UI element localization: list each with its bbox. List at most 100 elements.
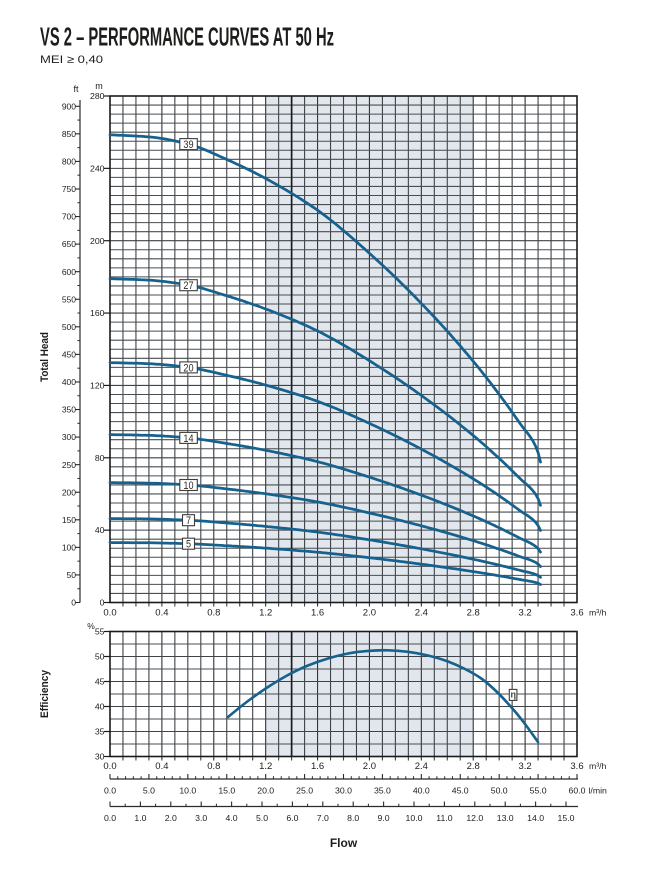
- svg-text:240: 240: [90, 164, 105, 174]
- svg-text:3.6: 3.6: [570, 608, 583, 619]
- svg-text:20.0: 20.0: [257, 785, 274, 795]
- svg-text:13.0: 13.0: [497, 813, 514, 823]
- svg-text:550: 550: [62, 294, 76, 304]
- svg-text:0: 0: [71, 598, 76, 608]
- svg-text:ft: ft: [73, 84, 79, 94]
- svg-text:0.0: 0.0: [103, 608, 116, 619]
- svg-text:3.0: 3.0: [195, 813, 207, 823]
- svg-text:0.8: 0.8: [207, 608, 220, 619]
- svg-text:600: 600: [62, 267, 76, 277]
- svg-text:0.0: 0.0: [104, 785, 116, 795]
- svg-text:40.0: 40.0: [413, 785, 430, 795]
- svg-text:5.0: 5.0: [143, 785, 155, 795]
- svg-text:10.0: 10.0: [179, 785, 196, 795]
- svg-text:300: 300: [62, 432, 76, 442]
- svg-text:2.4: 2.4: [415, 608, 428, 619]
- svg-text:η: η: [510, 690, 516, 700]
- svg-text:100: 100: [62, 543, 76, 553]
- svg-text:3.2: 3.2: [518, 608, 531, 619]
- svg-text:m: m: [95, 81, 103, 91]
- svg-text:45: 45: [95, 677, 105, 687]
- svg-text:8.0: 8.0: [347, 813, 359, 823]
- svg-text:0.4: 0.4: [155, 608, 168, 619]
- svg-text:39: 39: [183, 139, 193, 151]
- svg-text:40: 40: [95, 525, 105, 535]
- svg-text:0.8: 0.8: [207, 761, 220, 772]
- svg-text:280: 280: [90, 91, 105, 101]
- svg-text:35: 35: [95, 727, 105, 737]
- svg-text:6.0: 6.0: [286, 813, 298, 823]
- svg-text:25.0: 25.0: [296, 785, 313, 795]
- svg-text:12.0: 12.0: [466, 813, 483, 823]
- svg-text:4.0: 4.0: [226, 813, 238, 823]
- svg-text:900: 900: [62, 101, 76, 111]
- svg-text:20: 20: [183, 362, 193, 374]
- svg-text:1.6: 1.6: [311, 761, 324, 772]
- svg-text:60.0: 60.0: [569, 785, 586, 795]
- svg-text:800: 800: [62, 157, 76, 167]
- svg-text:2.8: 2.8: [467, 761, 480, 772]
- svg-text:160: 160: [90, 308, 105, 318]
- svg-text:40: 40: [95, 702, 105, 712]
- svg-text:10: 10: [183, 480, 193, 492]
- svg-text:55.0: 55.0: [530, 785, 547, 795]
- svg-text:500: 500: [62, 322, 76, 332]
- svg-text:80: 80: [95, 453, 105, 463]
- svg-text:3.2: 3.2: [518, 761, 531, 772]
- svg-text:450: 450: [62, 350, 76, 360]
- svg-text:15.0: 15.0: [218, 785, 235, 795]
- svg-text:0: 0: [100, 598, 105, 608]
- svg-text:2.4: 2.4: [415, 761, 428, 772]
- svg-text:15.0: 15.0: [558, 813, 575, 823]
- svg-text:0.0: 0.0: [103, 761, 116, 772]
- svg-text:400: 400: [62, 377, 76, 387]
- svg-text:120: 120: [90, 381, 105, 391]
- svg-text:45.0: 45.0: [452, 785, 469, 795]
- svg-text:VS 2 – PERFORMANCE CURVES AT 5: VS 2 – PERFORMANCE CURVES AT 50 Hz: [40, 22, 334, 52]
- svg-text:2.0: 2.0: [363, 761, 376, 772]
- svg-text:11.0: 11.0: [436, 813, 452, 823]
- svg-text:30: 30: [95, 752, 105, 762]
- svg-text:Total Head: Total Head: [39, 332, 51, 382]
- svg-text:2.0: 2.0: [363, 608, 376, 619]
- svg-text:10.0: 10.0: [406, 813, 423, 823]
- svg-text:m³/h: m³/h: [589, 608, 607, 618]
- svg-text:5.0: 5.0: [256, 813, 268, 823]
- svg-text:50: 50: [67, 570, 77, 580]
- svg-text:700: 700: [62, 212, 76, 222]
- svg-text:14: 14: [183, 433, 193, 445]
- svg-text:27: 27: [183, 280, 193, 292]
- svg-text:%: %: [87, 621, 95, 631]
- svg-text:750: 750: [62, 184, 76, 194]
- svg-text:250: 250: [62, 460, 76, 470]
- svg-text:50.0: 50.0: [491, 785, 508, 795]
- svg-text:7.0: 7.0: [317, 813, 329, 823]
- svg-text:200: 200: [62, 487, 76, 497]
- svg-text:14.0: 14.0: [527, 813, 544, 823]
- svg-text:0.4: 0.4: [155, 761, 168, 772]
- svg-text:Flow: Flow: [330, 836, 358, 850]
- svg-text:50: 50: [95, 652, 105, 662]
- svg-text:2.0: 2.0: [165, 813, 177, 823]
- svg-text:200: 200: [90, 236, 105, 246]
- svg-text:m³/h: m³/h: [589, 761, 607, 771]
- svg-text:30.0: 30.0: [335, 785, 352, 795]
- svg-text:150: 150: [62, 515, 76, 525]
- svg-text:55: 55: [95, 627, 105, 637]
- svg-text:350: 350: [62, 405, 76, 415]
- svg-text:1.2: 1.2: [259, 761, 272, 772]
- svg-text:7: 7: [186, 515, 191, 527]
- svg-text:850: 850: [62, 129, 76, 139]
- svg-text:9.0: 9.0: [378, 813, 390, 823]
- svg-text:0.0: 0.0: [104, 813, 116, 823]
- svg-text:l/min: l/min: [589, 785, 608, 795]
- svg-text:1.2: 1.2: [259, 608, 272, 619]
- svg-text:1.0: 1.0: [134, 813, 146, 823]
- svg-text:1.6: 1.6: [311, 608, 324, 619]
- svg-text:35.0: 35.0: [374, 785, 391, 795]
- svg-text:650: 650: [62, 239, 76, 249]
- svg-text:3.6: 3.6: [570, 761, 583, 772]
- svg-text:5: 5: [186, 539, 191, 551]
- svg-text:MEI ≥ 0,40: MEI ≥ 0,40: [40, 54, 103, 66]
- svg-text:2.8: 2.8: [467, 608, 480, 619]
